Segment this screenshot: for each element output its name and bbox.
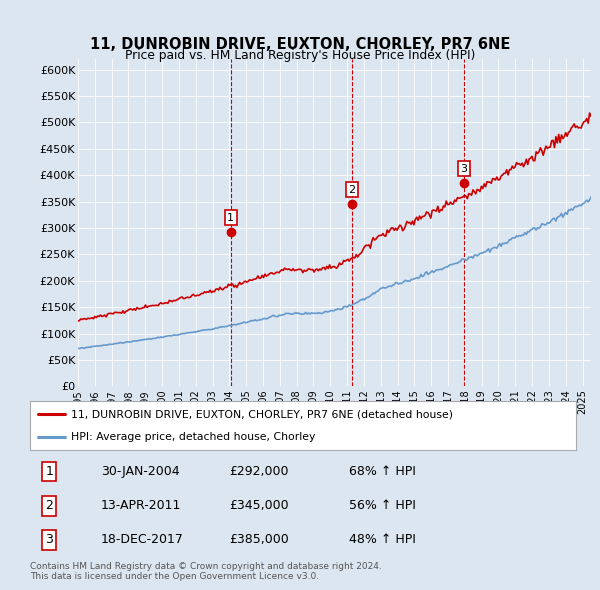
Text: £345,000: £345,000 xyxy=(229,499,289,513)
Text: £292,000: £292,000 xyxy=(229,466,289,478)
Text: 11, DUNROBIN DRIVE, EUXTON, CHORLEY, PR7 6NE: 11, DUNROBIN DRIVE, EUXTON, CHORLEY, PR7… xyxy=(90,37,510,51)
Text: 3: 3 xyxy=(45,533,53,546)
Text: 68% ↑ HPI: 68% ↑ HPI xyxy=(349,466,416,478)
Text: 13-APR-2011: 13-APR-2011 xyxy=(101,499,181,513)
Text: 1: 1 xyxy=(227,213,234,223)
Text: £385,000: £385,000 xyxy=(229,533,289,546)
Text: 3: 3 xyxy=(461,163,467,173)
Text: 1: 1 xyxy=(45,466,53,478)
Text: 2: 2 xyxy=(348,185,355,195)
Text: 11, DUNROBIN DRIVE, EUXTON, CHORLEY, PR7 6NE (detached house): 11, DUNROBIN DRIVE, EUXTON, CHORLEY, PR7… xyxy=(71,409,453,419)
Text: Price paid vs. HM Land Registry's House Price Index (HPI): Price paid vs. HM Land Registry's House … xyxy=(125,49,475,62)
Text: 18-DEC-2017: 18-DEC-2017 xyxy=(101,533,184,546)
Text: 2: 2 xyxy=(45,499,53,513)
Text: 48% ↑ HPI: 48% ↑ HPI xyxy=(349,533,416,546)
Text: 30-JAN-2004: 30-JAN-2004 xyxy=(101,466,179,478)
Text: HPI: Average price, detached house, Chorley: HPI: Average price, detached house, Chor… xyxy=(71,432,316,442)
Text: Contains HM Land Registry data © Crown copyright and database right 2024.
This d: Contains HM Land Registry data © Crown c… xyxy=(30,562,382,581)
Text: 56% ↑ HPI: 56% ↑ HPI xyxy=(349,499,416,513)
